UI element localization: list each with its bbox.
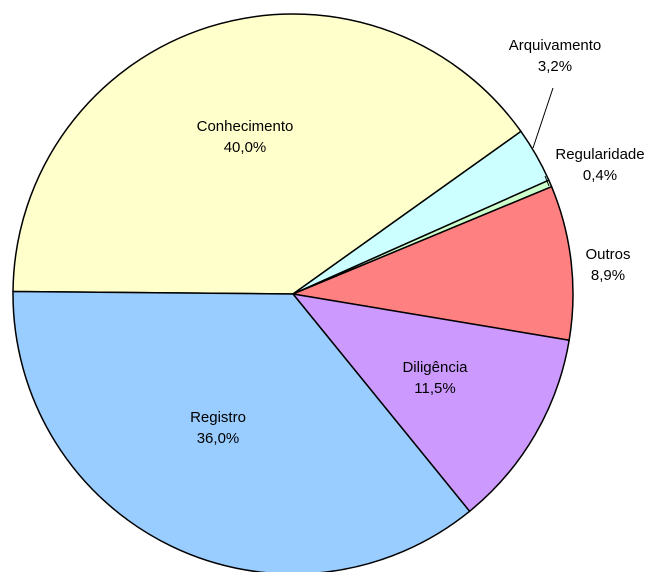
slice-label: Conhecimento bbox=[197, 118, 294, 135]
pie-slice bbox=[291, 292, 571, 513]
slice-label: Arquivamento bbox=[509, 37, 602, 54]
value-label: 0,4% bbox=[583, 167, 617, 184]
value-label: 40,0% bbox=[224, 139, 267, 156]
pie-slice bbox=[12, 290, 471, 572]
slice-label: Registro bbox=[190, 409, 246, 426]
slice-label: Outros bbox=[585, 246, 630, 263]
value-label: 3,2% bbox=[538, 58, 572, 75]
value-label: 36,0% bbox=[197, 430, 240, 447]
pie-slice bbox=[290, 185, 574, 342]
leader-line bbox=[532, 87, 554, 149]
leader-line bbox=[544, 175, 550, 187]
slice-label: Regularidade bbox=[555, 146, 644, 163]
value-label: 11,5% bbox=[414, 380, 455, 397]
value-label: 8,9% bbox=[591, 267, 625, 284]
pie-slice bbox=[12, 13, 522, 295]
slice-label: Diligência bbox=[402, 359, 468, 376]
